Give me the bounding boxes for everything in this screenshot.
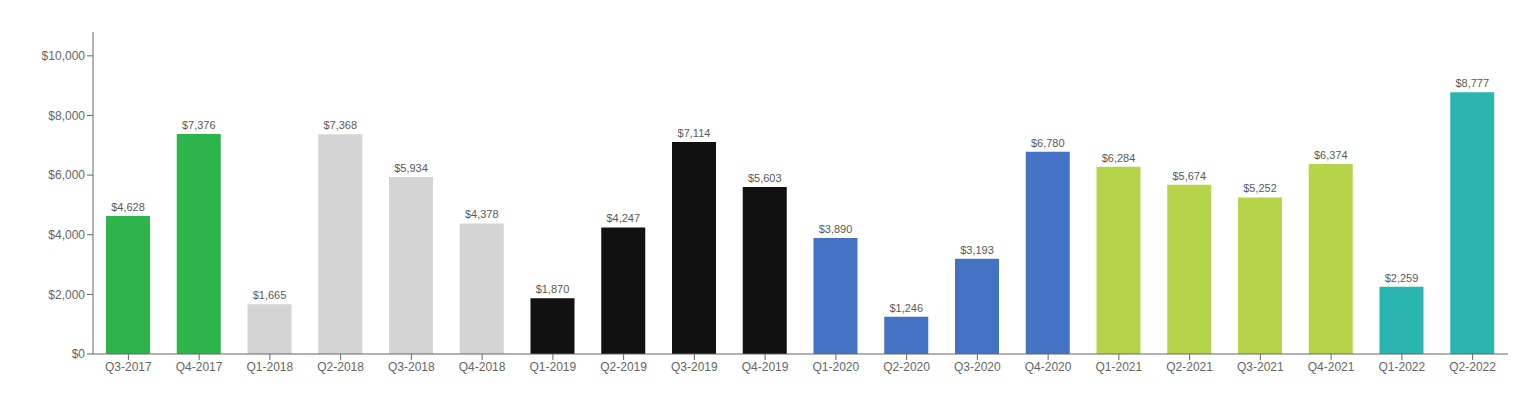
svg-text:Q3-2020: Q3-2020 <box>954 360 1001 374</box>
svg-text:$0: $0 <box>72 347 86 361</box>
svg-text:$5,252: $5,252 <box>1243 182 1277 194</box>
svg-text:$2,000: $2,000 <box>48 288 85 302</box>
svg-text:$8,000: $8,000 <box>48 109 85 123</box>
svg-text:Q4-2018: Q4-2018 <box>459 360 506 374</box>
svg-text:Q2-2021: Q2-2021 <box>1166 360 1213 374</box>
svg-text:$6,780: $6,780 <box>1031 137 1065 149</box>
svg-text:$1,870: $1,870 <box>536 283 570 295</box>
svg-text:$10,000: $10,000 <box>42 49 86 63</box>
svg-text:$5,674: $5,674 <box>1172 170 1206 182</box>
svg-text:Q1-2021: Q1-2021 <box>1096 360 1143 374</box>
svg-text:$2,259: $2,259 <box>1385 272 1419 284</box>
svg-text:Q2-2020: Q2-2020 <box>883 360 930 374</box>
svg-text:$6,000: $6,000 <box>48 168 85 182</box>
svg-text:$1,246: $1,246 <box>889 302 923 314</box>
svg-text:Q4-2020: Q4-2020 <box>1025 360 1072 374</box>
svg-text:Q1-2020: Q1-2020 <box>813 360 860 374</box>
svg-text:Q3-2019: Q3-2019 <box>671 360 718 374</box>
svg-text:$4,378: $4,378 <box>465 208 499 220</box>
svg-text:$4,247: $4,247 <box>606 212 640 224</box>
svg-text:$7,368: $7,368 <box>323 119 357 131</box>
svg-text:Q3-2017: Q3-2017 <box>105 360 152 374</box>
svg-text:$6,284: $6,284 <box>1102 152 1136 164</box>
svg-text:Q1-2022: Q1-2022 <box>1379 360 1426 374</box>
svg-text:$4,628: $4,628 <box>111 201 145 213</box>
svg-text:Q4-2019: Q4-2019 <box>742 360 789 374</box>
svg-text:$4,000: $4,000 <box>48 228 85 242</box>
svg-text:$5,934: $5,934 <box>394 162 428 174</box>
svg-text:$8,777: $8,777 <box>1455 77 1489 89</box>
svg-text:$7,114: $7,114 <box>678 127 711 139</box>
svg-text:$5,603: $5,603 <box>748 172 782 184</box>
svg-text:Q1-2018: Q1-2018 <box>247 360 294 374</box>
svg-text:Q2-2019: Q2-2019 <box>600 360 647 374</box>
svg-text:Q2-2022: Q2-2022 <box>1449 360 1496 374</box>
svg-text:Q3-2018: Q3-2018 <box>388 360 435 374</box>
svg-text:Q4-2017: Q4-2017 <box>176 360 223 374</box>
svg-text:Q1-2019: Q1-2019 <box>530 360 577 374</box>
svg-text:$3,890: $3,890 <box>819 223 853 235</box>
svg-text:Q4-2021: Q4-2021 <box>1308 360 1355 374</box>
svg-text:$1,665: $1,665 <box>253 289 287 301</box>
svg-text:Q3-2021: Q3-2021 <box>1237 360 1284 374</box>
svg-text:$3,193: $3,193 <box>960 244 994 256</box>
svg-text:$7,376: $7,376 <box>182 119 216 131</box>
svg-text:$6,374: $6,374 <box>1314 149 1348 161</box>
svg-text:Q2-2018: Q2-2018 <box>317 360 364 374</box>
